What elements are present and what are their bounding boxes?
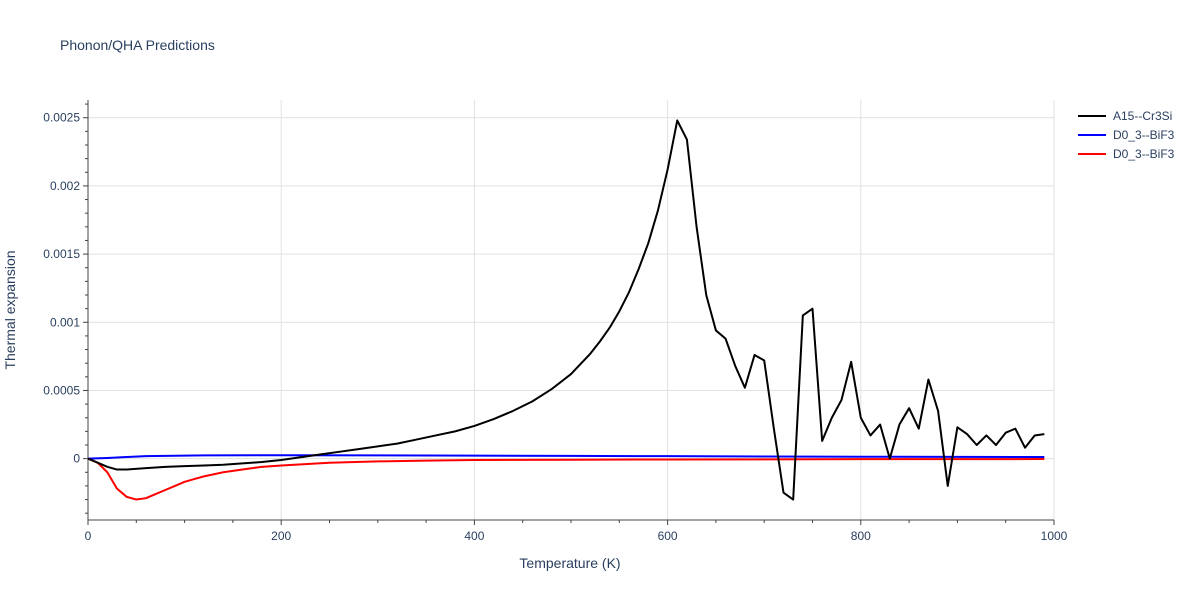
y-tick-label: 0.0025: [43, 111, 80, 125]
legend-label: D0_3--BiF3: [1113, 128, 1175, 142]
y-tick-label: 0.0015: [43, 247, 80, 261]
legend-label: D0_3--BiF3: [1113, 147, 1175, 161]
legend-item-2[interactable]: D0_3--BiF3: [1078, 147, 1175, 161]
legend-label: A15--Cr3Si: [1113, 109, 1172, 123]
y-tick-label: 0.0005: [43, 383, 80, 397]
series-layer: [87, 119, 1045, 501]
y-tick-label: 0.002: [50, 179, 80, 193]
series-line-2: [87, 457, 1045, 501]
legend-item-1[interactable]: D0_3--BiF3: [1078, 128, 1175, 142]
legend[interactable]: A15--Cr3Si D0_3--BiF3 D0_3--BiF3: [1078, 109, 1175, 161]
x-tick-label: 0: [85, 529, 92, 543]
x-tick-label: 800: [851, 529, 871, 543]
x-tick-label: 200: [271, 529, 291, 543]
legend-item-0[interactable]: A15--Cr3Si: [1078, 109, 1172, 123]
x-tick-label: 1000: [1041, 529, 1068, 543]
y-tick-label: 0: [73, 452, 80, 466]
x-tick-label: 400: [464, 529, 484, 543]
chart-title: Phonon/QHA Predictions: [60, 37, 215, 53]
x-axis-title: Temperature (K): [519, 555, 620, 571]
series-line-0: [87, 119, 1045, 501]
series-line-1: [87, 454, 1045, 460]
y-axis-title: Thermal expansion: [2, 250, 18, 369]
axes-layer: 0 200 400 600 800 1000 0 0.0005 0.001 0.0015 0.002…: [43, 100, 1068, 543]
y-tick-label: 0.001: [50, 315, 80, 329]
x-tick-label: 600: [658, 529, 678, 543]
